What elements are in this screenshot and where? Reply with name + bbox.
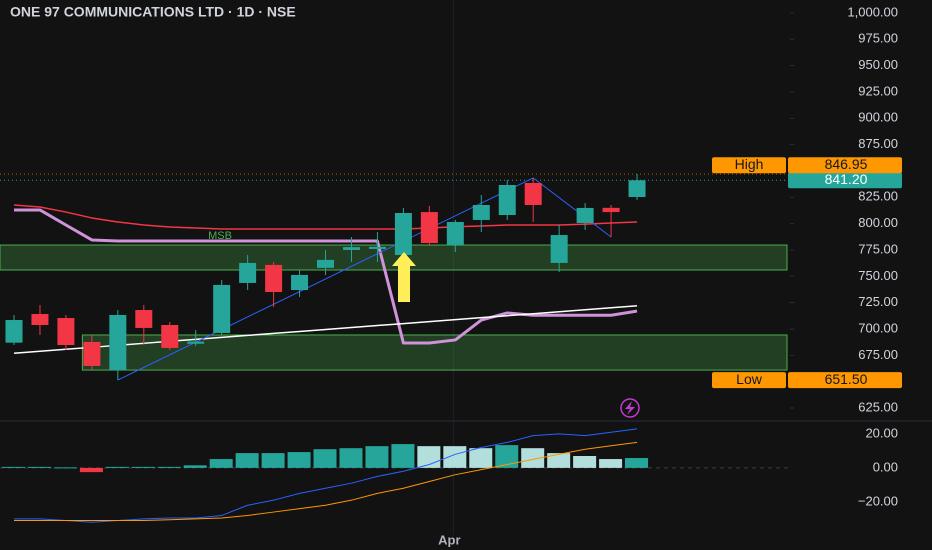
histogram-bar <box>235 453 259 468</box>
histogram-bar <box>157 466 181 468</box>
candle-body <box>368 246 386 249</box>
y-tick-label: 775.00 <box>858 241 898 256</box>
candle-body <box>31 314 49 325</box>
candle-body <box>83 341 101 366</box>
histogram-bar <box>391 444 415 468</box>
macd-line <box>14 441 638 522</box>
candle-body <box>420 212 438 244</box>
indicator-line <box>13 204 638 230</box>
candle-body <box>161 324 179 348</box>
y-tick-label: 0.00 <box>873 459 898 474</box>
last-price-box <box>788 172 902 189</box>
y-tick-label: 750.00 <box>858 268 898 283</box>
histogram-bar <box>599 459 623 468</box>
histogram-bar <box>521 448 545 468</box>
y-tick-label: −20.00 <box>858 493 898 508</box>
histogram-bar <box>209 459 233 468</box>
histogram-bar <box>625 458 649 468</box>
candle-body <box>5 320 23 343</box>
histogram-bar <box>131 466 155 468</box>
histogram-bar <box>105 466 129 468</box>
marker-name-box <box>712 372 786 389</box>
x-tick-label: Apr <box>438 532 460 547</box>
candle-body <box>472 204 490 220</box>
histogram-bar <box>79 467 103 473</box>
histogram-bar <box>495 445 519 468</box>
y-tick-label: 900.00 <box>858 110 898 125</box>
candle-body <box>213 284 231 333</box>
histogram-bar <box>365 446 389 468</box>
y-tick-label: 675.00 <box>858 347 898 362</box>
histogram-bar <box>27 466 51 468</box>
histogram-bar <box>313 449 337 468</box>
marker-name: High <box>735 156 764 172</box>
y-tick-label: 625.00 <box>858 399 898 414</box>
marker-value-box <box>788 372 902 389</box>
candle-body <box>109 314 127 371</box>
candle-body <box>342 247 360 250</box>
candle-body <box>265 264 283 293</box>
chart-title: ONE 97 COMMUNICATIONS LTD · 1D · NSE <box>10 4 296 20</box>
candle-body <box>602 207 620 213</box>
histogram-bar <box>261 453 285 468</box>
candle-body <box>239 262 257 283</box>
yellow-arrow <box>392 252 416 302</box>
candle-body <box>524 182 542 205</box>
y-tick-label: 950.00 <box>858 57 898 72</box>
y-tick-label: 975.00 <box>858 31 898 46</box>
zone <box>0 244 788 271</box>
marker-value: 846.95 <box>825 156 868 172</box>
histogram-bar <box>183 465 207 468</box>
marker-name-box <box>712 157 786 174</box>
y-tick-label: 725.00 <box>858 294 898 309</box>
candle-body <box>498 184 516 216</box>
histogram-bar <box>573 455 597 468</box>
candle-body <box>317 259 335 268</box>
candle-body <box>187 341 205 344</box>
y-tick-label: 700.00 <box>858 320 898 335</box>
y-tick-label: 825.00 <box>858 189 898 204</box>
histogram-bar <box>2 466 25 468</box>
candle-body <box>291 274 309 291</box>
marker-value-box <box>788 157 902 174</box>
y-tick-label: 875.00 <box>858 136 898 151</box>
candle-body <box>446 221 464 246</box>
y-tick-label: 20.00 <box>865 425 898 440</box>
histogram-bar <box>287 452 311 468</box>
histogram-bar <box>53 467 77 469</box>
y-tick-label: 800.00 <box>858 215 898 230</box>
marker-value: 651.50 <box>825 371 868 387</box>
candle-body <box>550 235 568 263</box>
candle-body <box>576 207 594 224</box>
zone-label: MSB <box>208 230 232 242</box>
zone <box>81 334 788 371</box>
candle-body <box>628 180 646 197</box>
candle-body <box>57 318 75 345</box>
y-tick-label: 1,000.00 <box>847 4 898 19</box>
y-tick-label: 925.00 <box>858 83 898 98</box>
histogram-bar <box>469 448 493 468</box>
candle-body <box>135 310 153 328</box>
candle-body <box>394 213 412 256</box>
histogram-bar <box>443 446 467 468</box>
histogram-bar <box>547 453 571 468</box>
lightning-icon[interactable] <box>620 398 640 418</box>
histogram-bar <box>339 448 363 468</box>
marker-name: Low <box>736 371 763 387</box>
last-price-label: 841.20 <box>825 171 868 187</box>
indicator-line <box>14 208 638 345</box>
